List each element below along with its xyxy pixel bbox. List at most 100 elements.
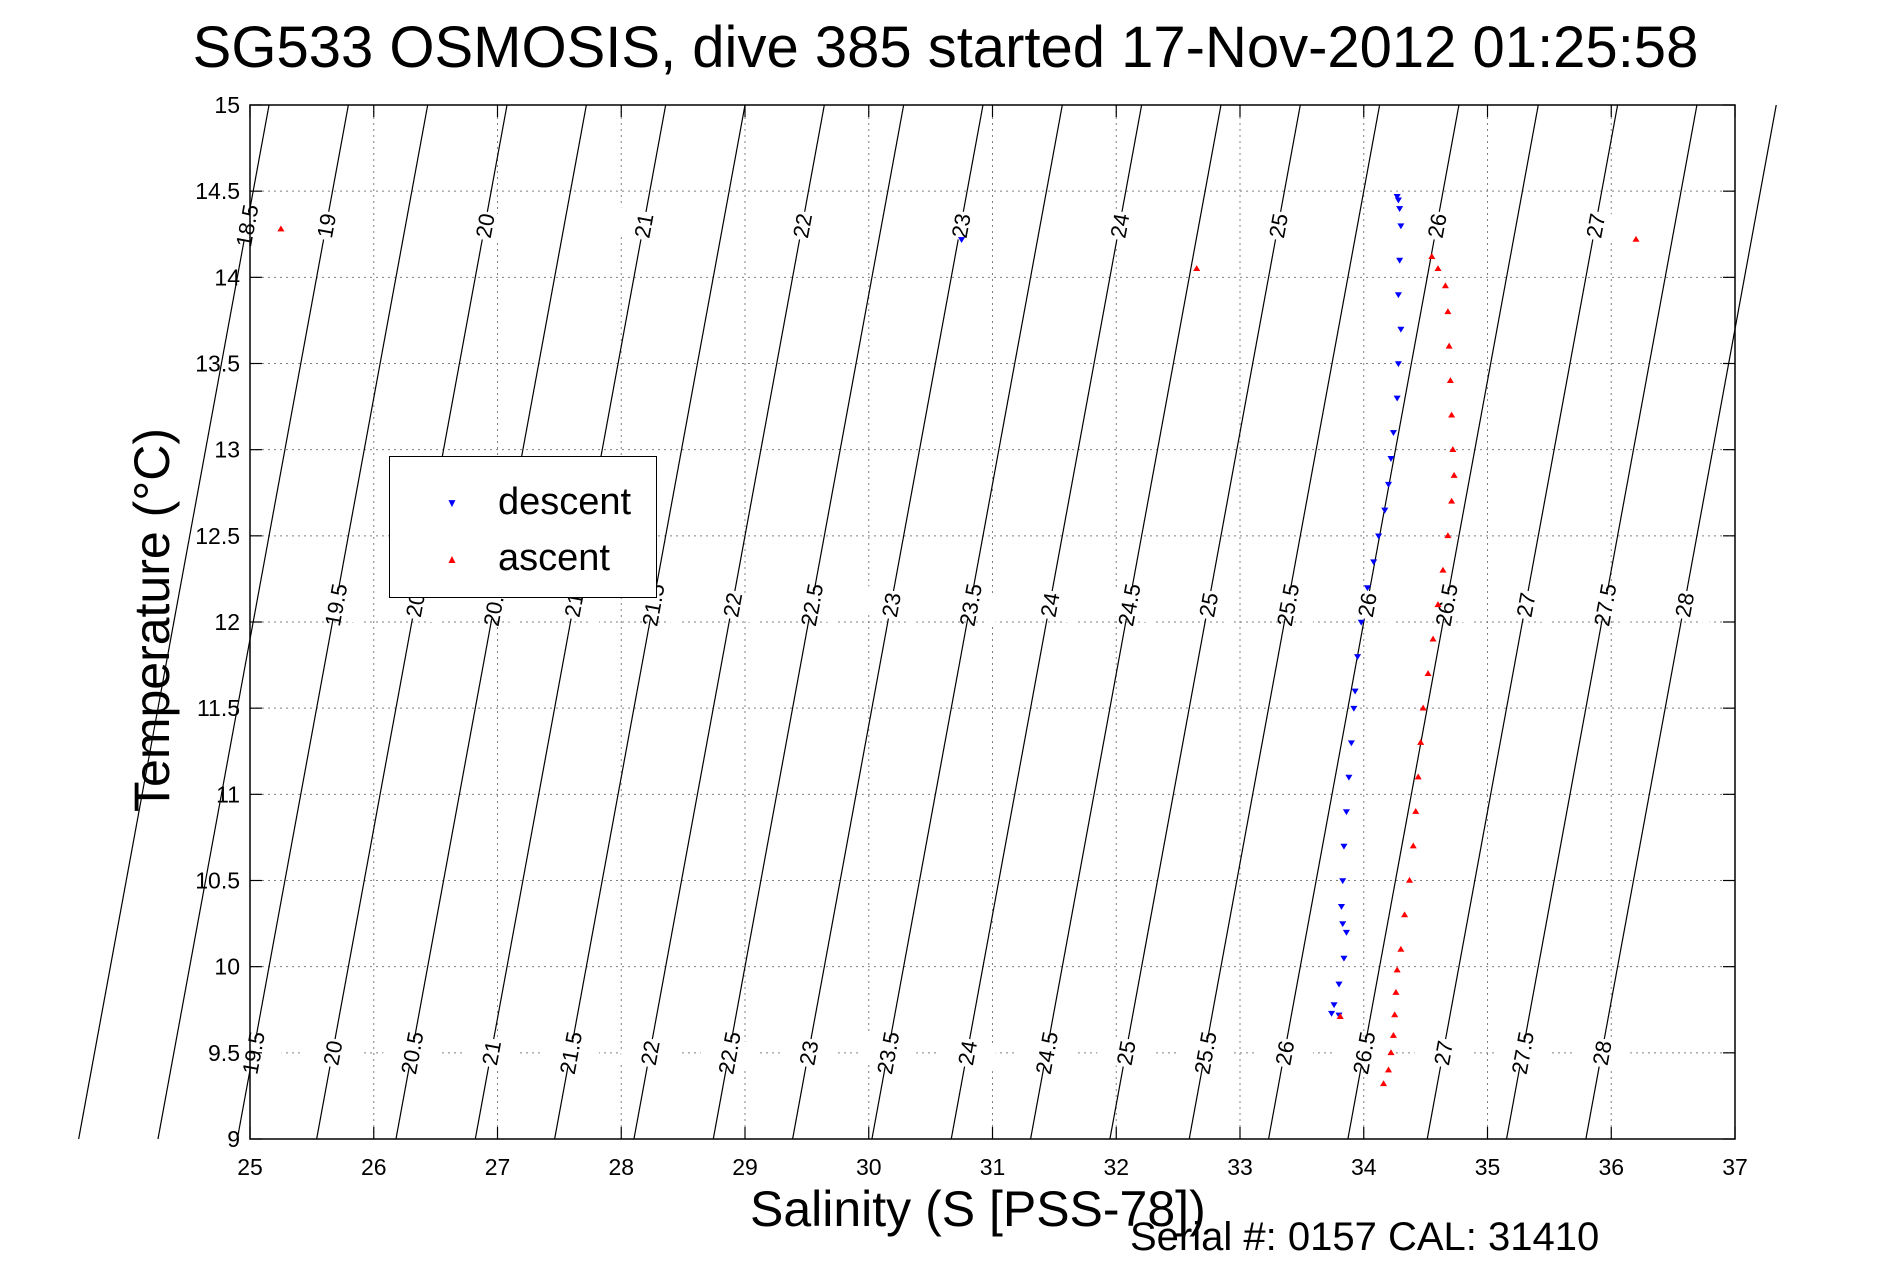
y-tick-label: 13.5 <box>195 351 240 377</box>
contour-label-top: 26 <box>1423 211 1452 240</box>
data-point-descent <box>1393 194 1401 200</box>
y-tick-label: 10.5 <box>195 868 240 894</box>
data-point-descent <box>1337 904 1345 910</box>
contour-label-bottom: 25.5 <box>1189 1030 1221 1077</box>
legend-item-ascent: ▲ ascent <box>390 533 656 583</box>
data-point-ascent <box>1441 282 1449 289</box>
contour-label-top: 25 <box>1264 211 1293 240</box>
y-tick-label: 10 <box>214 954 240 980</box>
contour-label-bottom: 21 <box>477 1039 506 1068</box>
ascent-marker-icon: ▲ <box>446 552 458 566</box>
data-point-descent <box>1394 361 1402 368</box>
y-tick-label: 12.5 <box>195 523 240 549</box>
contour-label-bg <box>1175 1033 1236 1072</box>
data-point-ascent <box>1424 670 1432 676</box>
contour-label-middle: 27 <box>1512 591 1541 620</box>
data-point-descent <box>1363 585 1371 592</box>
contour-label-middle: 24 <box>1036 591 1065 620</box>
data-point-ascent <box>1429 635 1437 642</box>
data-point-ascent <box>1406 876 1414 883</box>
data-point-descent <box>1351 688 1359 695</box>
density-contour <box>1347 104 1539 1140</box>
contour-label-bg <box>1571 1033 1632 1072</box>
data-point-descent <box>1396 206 1404 212</box>
data-point-ascent <box>1444 532 1452 539</box>
density-contour <box>1188 104 1381 1140</box>
contour-label-bg <box>619 1033 680 1072</box>
data-point-ascent <box>1417 739 1425 745</box>
y-tick-label: 9.5 <box>208 1040 240 1066</box>
data-point-ascent <box>1412 807 1420 814</box>
data-point-descent <box>1342 929 1350 936</box>
legend-label-ascent: ascent <box>498 537 610 579</box>
data-point-ascent <box>1336 1013 1344 1019</box>
contour-label-bottom: 26.5 <box>1348 1030 1380 1077</box>
x-tick-label: 30 <box>856 1154 882 1180</box>
x-tick-label: 27 <box>485 1154 511 1180</box>
contour-label-bg <box>1565 206 1626 245</box>
contour-label-bg <box>1095 1033 1156 1072</box>
contour-label-middle: 22 <box>718 591 747 620</box>
contour-label-bottom: 22.5 <box>713 1030 745 1077</box>
data-point-ascent <box>1446 377 1454 384</box>
data-point-ascent <box>1389 1032 1397 1038</box>
data-point-ascent <box>1409 842 1417 849</box>
contour-label-bg <box>1098 585 1160 624</box>
x-tick-label: 29 <box>732 1154 758 1180</box>
contour-label-bg <box>381 1033 442 1072</box>
contour-label-bg <box>778 1033 839 1072</box>
contour-label-bg <box>702 585 763 624</box>
contour-label-bg <box>305 585 366 624</box>
contour-label-top: 24 <box>1105 211 1134 240</box>
data-point-descent <box>1345 774 1353 781</box>
data-point-ascent <box>277 225 285 232</box>
contour-label-middle: 23 <box>877 591 906 620</box>
contour-label-bg <box>1654 585 1715 624</box>
contour-label-bottom: 26 <box>1270 1039 1299 1068</box>
data-point-descent <box>1370 559 1378 566</box>
contour-label-bottom: 21.5 <box>555 1030 587 1077</box>
data-point-ascent <box>1448 497 1456 504</box>
contour-label-middle: 27.5 <box>1589 582 1621 629</box>
contour-label-top: 19 <box>312 211 341 240</box>
data-point-descent <box>1330 1002 1338 1009</box>
density-contour <box>1109 104 1301 1140</box>
contour-label-bg <box>454 206 515 245</box>
contour-label-bg <box>699 1033 760 1072</box>
legend-label-descent: descent <box>498 481 632 523</box>
data-point-ascent <box>1445 342 1453 349</box>
contour-label-bg <box>1257 585 1318 624</box>
density-contour <box>316 104 508 1140</box>
contour-label-middle: 24.5 <box>1113 582 1145 629</box>
x-tick-label: 31 <box>980 1154 1006 1180</box>
contour-label-middle: 25 <box>1194 591 1223 620</box>
contour-label-bottom: 24 <box>953 1039 982 1068</box>
contour-label-bottom: 22 <box>636 1039 665 1068</box>
contour-label-bg <box>1492 1033 1553 1072</box>
contour-label-top: 18.5 <box>231 202 263 249</box>
contour-label-bg <box>940 585 1001 624</box>
density-contour <box>1426 104 1619 1140</box>
data-point-ascent <box>1632 235 1640 242</box>
data-point-descent <box>1396 257 1404 264</box>
contour-label-middle: 23.5 <box>955 582 987 629</box>
data-point-ascent <box>1391 1011 1399 1018</box>
data-point-ascent <box>1387 1049 1395 1056</box>
contour-label-bg <box>1406 206 1467 245</box>
contour-label-bg <box>1333 1033 1394 1072</box>
data-point-descent <box>1384 481 1393 488</box>
data-point-ascent <box>1397 945 1405 952</box>
contour-label-bg <box>296 206 357 245</box>
density-contour <box>554 104 746 1140</box>
serial-cal-footer: Serial #: 0157 CAL: 31410 <box>1130 1215 1600 1259</box>
contour-label-bg <box>461 1033 522 1072</box>
contour-label-bg <box>1019 585 1080 624</box>
x-tick-label: 33 <box>1227 1154 1253 1180</box>
data-point-descent <box>1340 955 1348 962</box>
x-tick-label: 34 <box>1351 1154 1377 1180</box>
contour-label-bottom: 20.5 <box>396 1030 428 1077</box>
contour-label-bottom: 25 <box>1112 1039 1141 1068</box>
x-tick-label: 35 <box>1475 1154 1501 1180</box>
